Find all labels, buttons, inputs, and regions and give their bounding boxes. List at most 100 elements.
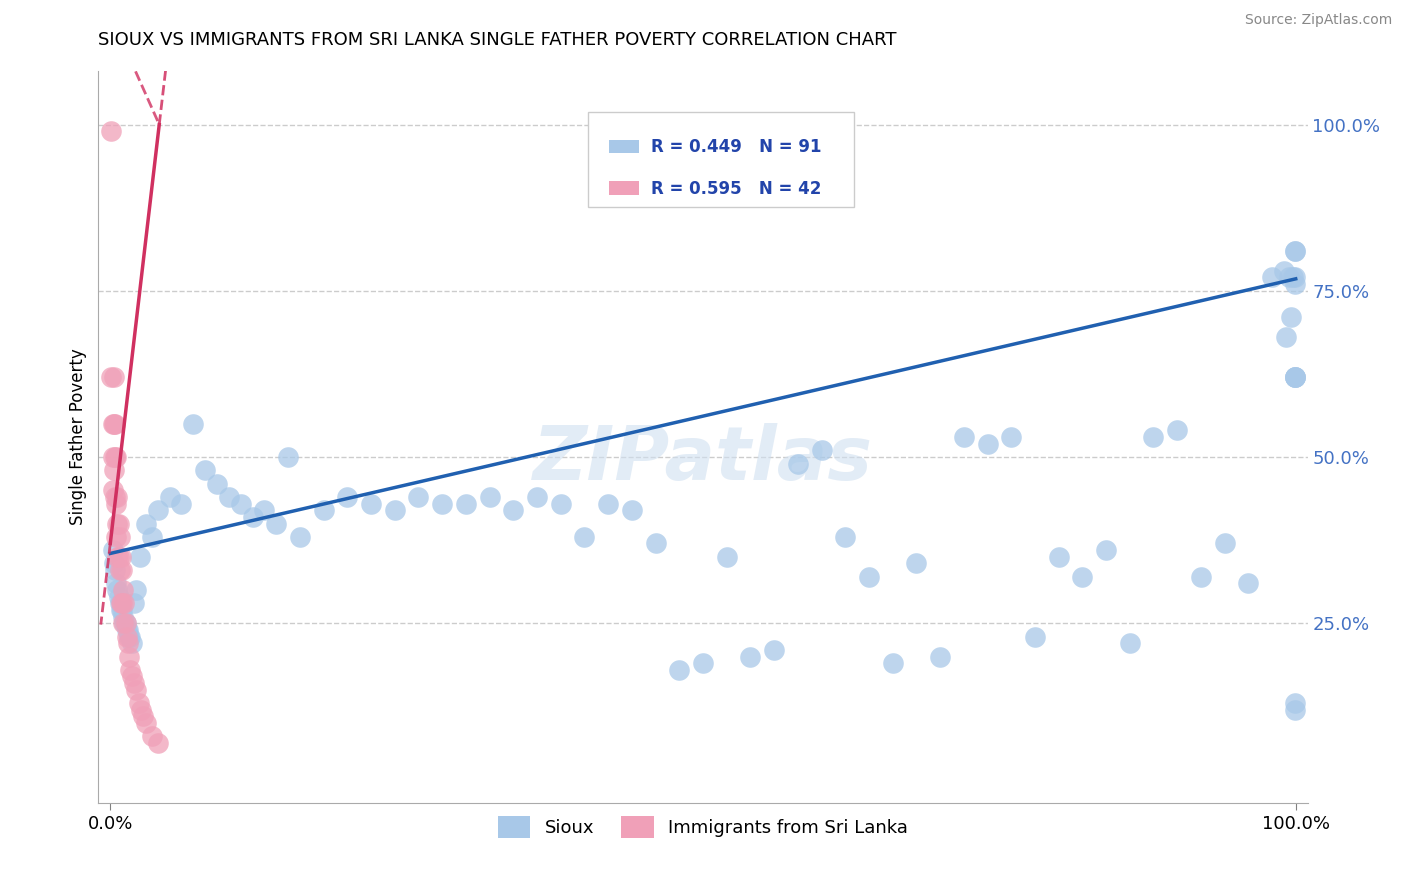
Point — [141, 729, 163, 743]
Point — [1071, 570, 1094, 584]
Point — [117, 623, 139, 637]
Point — [384, 503, 406, 517]
Point — [112, 616, 135, 631]
Point — [1272, 264, 1295, 278]
Point — [786, 457, 808, 471]
Point — [103, 463, 125, 477]
FancyBboxPatch shape — [588, 112, 855, 207]
Point — [1284, 244, 1306, 258]
Point — [408, 490, 430, 504]
Point — [1282, 270, 1305, 285]
Point — [101, 450, 124, 464]
Point — [1284, 703, 1306, 717]
Point — [118, 630, 141, 644]
Point — [668, 663, 690, 677]
Point — [105, 516, 128, 531]
Y-axis label: Single Father Poverty: Single Father Poverty — [69, 349, 87, 525]
Point — [1284, 277, 1306, 292]
Point — [1047, 549, 1070, 564]
Point — [277, 450, 299, 464]
Point — [1213, 536, 1236, 550]
Point — [110, 603, 132, 617]
Point — [105, 450, 128, 464]
Text: SIOUX VS IMMIGRANTS FROM SRI LANKA SINGLE FATHER POVERTY CORRELATION CHART: SIOUX VS IMMIGRANTS FROM SRI LANKA SINGL… — [98, 31, 897, 49]
Point — [159, 490, 181, 504]
Point — [598, 497, 620, 511]
Point — [114, 616, 136, 631]
Point — [105, 549, 128, 564]
Point — [122, 676, 145, 690]
Point — [107, 549, 129, 564]
Point — [858, 570, 880, 584]
Point — [108, 530, 131, 544]
Point — [1261, 270, 1284, 285]
Text: ZIPatlas: ZIPatlas — [533, 423, 873, 496]
Point — [146, 503, 169, 517]
Point — [1284, 370, 1306, 384]
Text: R = 0.595   N = 42: R = 0.595 N = 42 — [651, 179, 821, 198]
Point — [264, 516, 287, 531]
Point — [882, 656, 904, 670]
Point — [114, 616, 136, 631]
Point — [112, 582, 135, 597]
Point — [118, 649, 141, 664]
Point — [120, 630, 142, 644]
Point — [101, 483, 124, 498]
Point — [125, 582, 148, 597]
Point — [104, 490, 127, 504]
Point — [100, 370, 122, 384]
Point — [716, 549, 738, 564]
Point — [108, 563, 131, 577]
Point — [108, 596, 131, 610]
Text: Source: ZipAtlas.com: Source: ZipAtlas.com — [1244, 13, 1392, 28]
Point — [1284, 370, 1306, 384]
Point — [135, 516, 157, 531]
Point — [105, 582, 128, 597]
Point — [194, 463, 217, 477]
Point — [112, 609, 135, 624]
FancyBboxPatch shape — [609, 181, 638, 194]
Point — [205, 476, 228, 491]
Point — [550, 497, 572, 511]
Point — [1189, 570, 1212, 584]
Point — [129, 549, 152, 564]
Point — [952, 430, 974, 444]
Point — [253, 503, 276, 517]
Point — [574, 530, 596, 544]
Point — [146, 736, 169, 750]
Point — [336, 490, 359, 504]
Point — [740, 649, 762, 664]
Point — [170, 497, 193, 511]
Point — [111, 563, 134, 577]
Point — [242, 509, 264, 524]
Point — [1279, 310, 1302, 325]
Point — [111, 596, 134, 610]
Point — [122, 596, 145, 610]
Point — [104, 563, 127, 577]
Point — [1024, 630, 1046, 644]
Legend: Sioux, Immigrants from Sri Lanka: Sioux, Immigrants from Sri Lanka — [491, 808, 915, 845]
Point — [288, 530, 311, 544]
Point — [763, 643, 786, 657]
Point — [101, 543, 124, 558]
Point — [105, 497, 128, 511]
Point — [105, 576, 128, 591]
Point — [105, 490, 128, 504]
Point — [114, 596, 136, 610]
Point — [104, 417, 127, 431]
Point — [128, 696, 150, 710]
Point — [1284, 370, 1306, 384]
Point — [644, 536, 666, 550]
Point — [1142, 430, 1164, 444]
Point — [107, 590, 129, 604]
Point — [110, 549, 132, 564]
Point — [360, 497, 382, 511]
Point — [620, 503, 643, 517]
Point — [111, 603, 134, 617]
Point — [526, 490, 548, 504]
Point — [478, 490, 501, 504]
Point — [1275, 330, 1298, 344]
Point — [141, 530, 163, 544]
Point — [101, 417, 124, 431]
Point — [104, 450, 127, 464]
